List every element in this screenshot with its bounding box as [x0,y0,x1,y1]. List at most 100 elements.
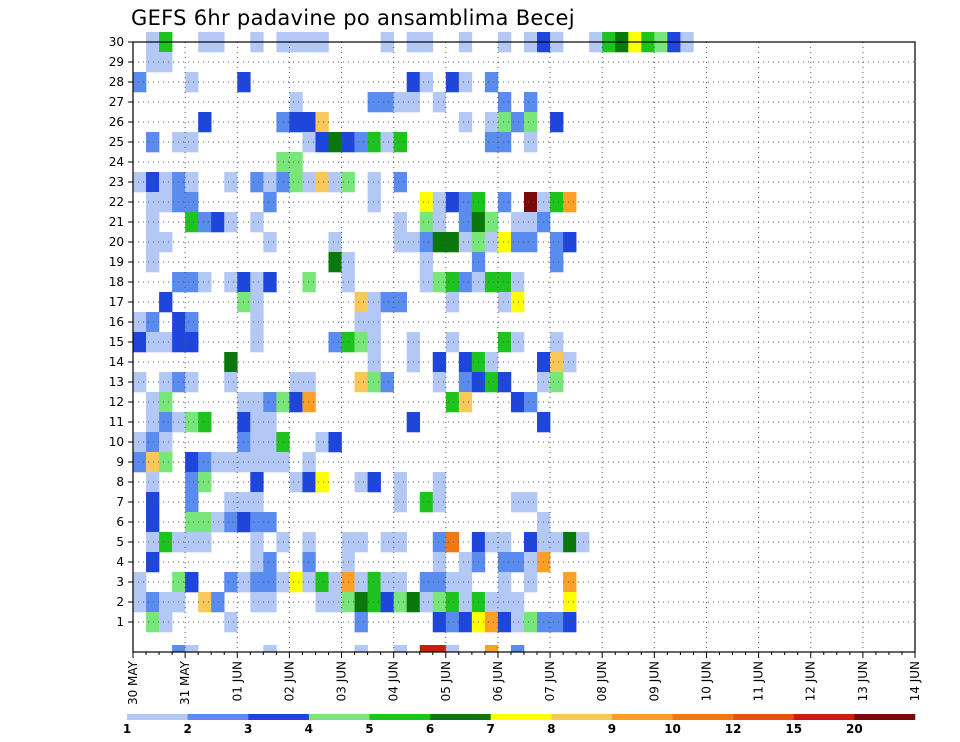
heatmap-cell [380,532,394,553]
heatmap-cell [563,192,577,213]
colorbar-segment [308,714,370,720]
heatmap-cell [315,172,329,193]
heatmap-cell [328,572,342,593]
heatmap-cell [354,572,368,593]
heatmap-cell [563,232,577,253]
heatmap-cell [484,645,499,653]
heatmap-cell [185,192,199,213]
colorbar-segment [854,714,916,720]
heatmap-cell [224,372,238,393]
heatmap-cell [211,592,225,613]
heatmap-cell [510,392,525,413]
heatmap-cell [393,572,407,593]
y-tick-label: 10 [109,435,124,449]
heatmap-cell [497,572,512,593]
x-tick-label: 08 JUN [595,661,609,701]
heatmap-cell [146,412,160,433]
heatmap-cell [432,572,447,593]
heatmap-cell [432,372,447,393]
heatmap-cell [146,592,160,613]
heatmap-cell [524,112,538,133]
heatmap-cell [263,452,277,473]
y-tick-label: 26 [109,115,124,129]
heatmap-cell [159,292,173,313]
heatmap-cell [159,452,173,473]
heatmap-cell [354,645,368,653]
colorbar-segment [187,714,249,720]
heatmap-cell [432,232,447,253]
y-tick-label: 4 [116,555,124,569]
heatmap-cell [146,332,160,353]
heatmap-cell [432,592,447,613]
heatmap-cell [432,192,447,213]
colorbar-segment [733,714,795,720]
y-tick-label: 5 [116,535,124,549]
heatmap-cell [550,252,564,273]
heatmap-cell [524,192,538,213]
heatmap-cell [484,612,499,633]
colorbar-segment [672,714,734,720]
heatmap-cell [224,492,238,513]
heatmap-cell [510,332,525,353]
y-tick-label: 24 [109,155,124,169]
heatmap-cell [133,372,147,393]
heatmap-cell [328,332,342,353]
heatmap-cell [393,645,407,653]
heatmap-cell [328,432,342,453]
heatmap-cell [497,112,512,133]
chart-title: GEFS 6hr padavine po ansamblima Becej [131,6,575,30]
heatmap-cell [524,572,538,593]
heatmap-cell [458,72,473,93]
heatmap-cell [510,272,525,293]
heatmap-cell [380,592,394,613]
heatmap-cell [328,132,342,153]
y-tick-label: 2 [116,595,124,609]
heatmap-cell [367,292,381,313]
heatmap-cell [315,472,329,493]
heatmap-cell [419,252,434,273]
heatmap-cell [354,372,368,393]
heatmap-cell [289,112,303,133]
heatmap-cell [289,152,303,173]
y-tick-label: 11 [109,415,124,429]
heatmap-cell [198,412,212,433]
heatmap-cell [146,552,160,573]
heatmap-cell [354,532,368,553]
heatmap-cell [263,392,277,413]
heatmap-cell [250,172,264,193]
y-tick-label: 15 [109,335,124,349]
y-tick-label: 13 [109,375,124,389]
heatmap-cell [432,532,447,553]
heatmap-cell [576,532,590,553]
heatmap-cell [497,292,512,313]
heatmap-cell [185,572,199,593]
heatmap-cell [133,172,147,193]
heatmap-cell [224,212,238,233]
heatmap-cell [484,232,499,253]
heatmap-cell [497,532,512,553]
x-tick-label: 31 MAY [178,660,192,705]
heatmap-cell [211,512,225,533]
y-tick-label: 20 [109,235,124,249]
heatmap-cell [367,332,381,353]
y-tick-label: 18 [109,275,124,289]
heatmap-cell [302,112,316,133]
heatmap-cell [445,532,460,553]
heatmap-cell [445,192,460,213]
heatmap-cell [133,592,147,613]
heatmap-cell [497,592,512,613]
heatmap-cell [484,592,499,613]
heatmap-cell [458,352,473,373]
colorbar-segment [369,714,431,720]
heatmap-cell [263,432,277,453]
heatmap-cell [354,612,368,633]
heatmap-cell [432,212,447,233]
heatmap-cell [250,512,264,533]
heatmap-cell [146,612,160,633]
heatmap-cell [367,472,381,493]
y-tick-label: 3 [116,575,124,589]
heatmap-cell [146,252,160,273]
heatmap-cell [510,552,525,573]
heatmap-cell [393,172,407,193]
colorbar-segment [127,714,188,720]
